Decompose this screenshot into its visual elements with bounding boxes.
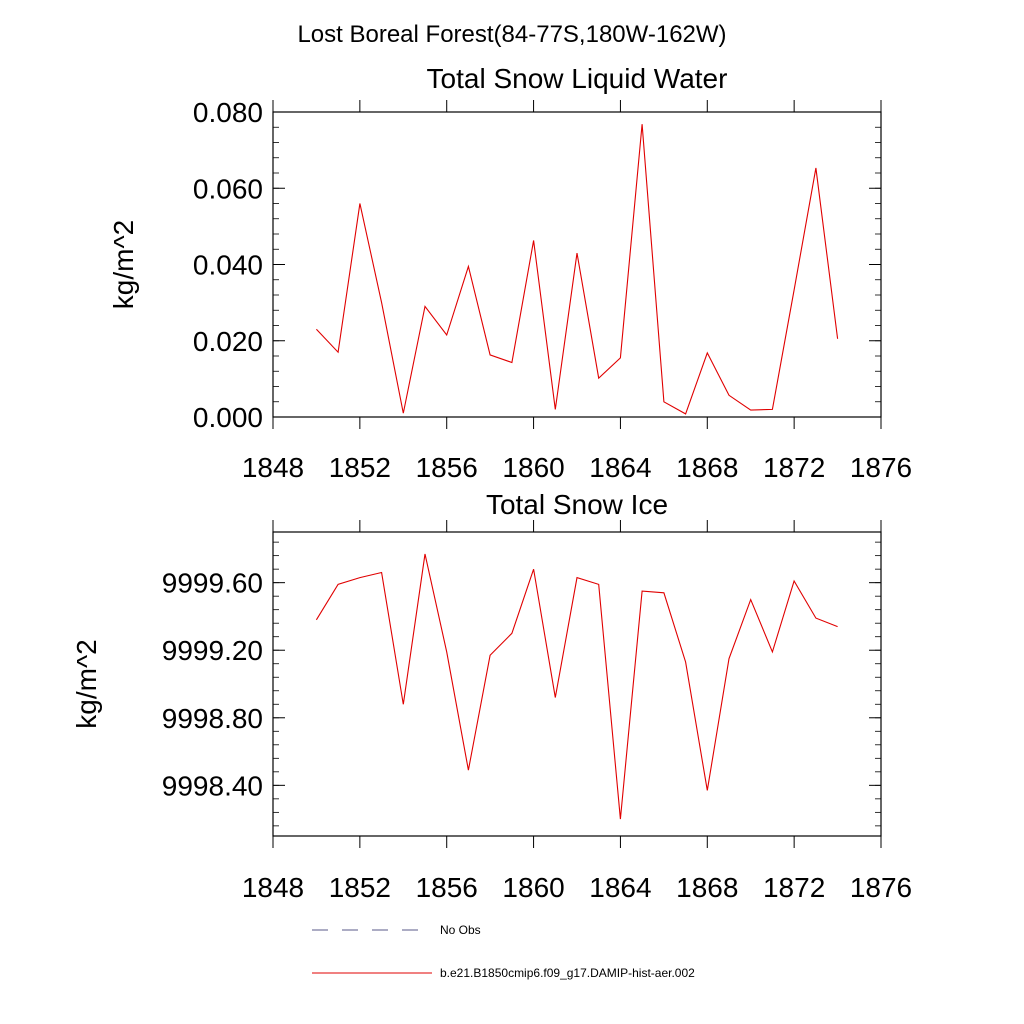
x-tick-label: 1860 (502, 452, 564, 483)
snow-ice-panel: Total Snow Ice kg/m^2 9998.40 9998.80 9999.2… (71, 489, 912, 903)
x-tick-label: 1860 (502, 872, 564, 903)
x-tick-label: 1848 (242, 452, 304, 483)
x-tick-label: 1868 (676, 872, 738, 903)
plot-frame (272, 531, 882, 837)
x-tick-label: 1872 (763, 872, 825, 903)
legend: No Obs b.e21.B1850cmip6.f09_g17.DAMIP-hi… (312, 923, 695, 980)
x-tick-label: 1872 (763, 452, 825, 483)
x-tick-label: 1856 (416, 872, 478, 903)
x-tick-label: 1876 (850, 452, 912, 483)
y-axis-label: kg/m^2 (108, 220, 139, 309)
x-tick-label: 1852 (329, 452, 391, 483)
legend-no-obs-label: No Obs (440, 923, 481, 937)
panel-title: Total Snow Liquid Water (427, 63, 728, 94)
y-tick-label: 0.020 (193, 326, 263, 357)
y-tick-label: 9999.60 (162, 568, 263, 599)
figure-title: Lost Boreal Forest(84-77S,180W-162W) (297, 21, 726, 48)
liquid-water-panel: Total Snow Liquid Water kg/m^2 0.000 0.020 0… (108, 63, 912, 483)
y-tick-label: 9999.20 (162, 635, 263, 666)
series-line (316, 124, 839, 415)
legend-model-label: b.e21.B1850cmip6.f09_g17.DAMIP-hist-aer.… (440, 966, 695, 980)
x-tick-label: 1868 (676, 452, 738, 483)
y-tick-label: 9998.40 (162, 770, 263, 801)
y-tick-label: 9998.80 (162, 703, 263, 734)
y-tick-label: 0.000 (193, 402, 263, 433)
x-tick-label: 1856 (416, 452, 478, 483)
x-tick-label: 1864 (589, 872, 651, 903)
plot-frame (272, 111, 882, 418)
x-tick-label: 1876 (850, 872, 912, 903)
series-line (315, 553, 838, 820)
y-tick-label: 0.080 (193, 97, 263, 128)
y-tick-label: 0.060 (193, 173, 263, 204)
x-tick-label: 1848 (242, 872, 304, 903)
y-tick-label: 0.040 (193, 250, 263, 281)
panel-title: Total Snow Ice (486, 489, 668, 520)
x-tick-label: 1864 (589, 452, 651, 483)
x-tick-label: 1852 (329, 872, 391, 903)
y-axis-label: kg/m^2 (71, 639, 102, 728)
